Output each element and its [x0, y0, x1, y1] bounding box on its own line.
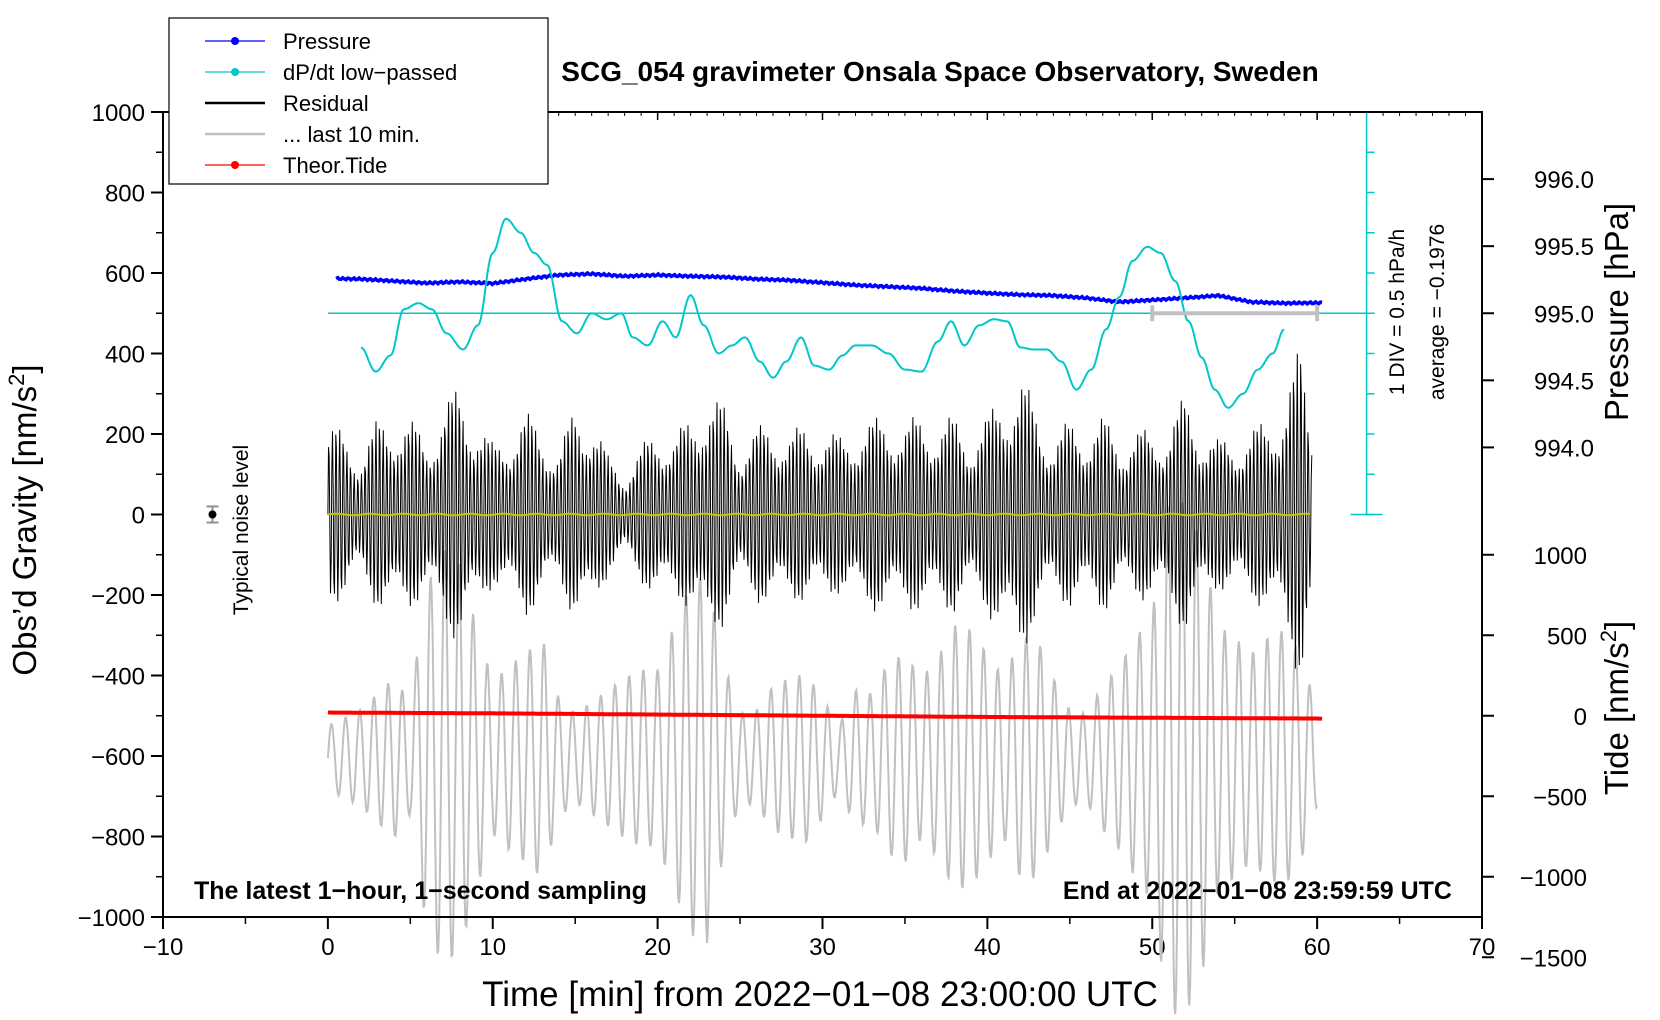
x-axis-label: Time [min] from 2022−01−08 23:00:00 UTC [482, 975, 1158, 1014]
dpdt-average-label: average = −0.1976 [1426, 224, 1449, 400]
legend-label: ... last 10 min. [283, 122, 420, 147]
series-layer [326, 111, 1383, 1015]
legend-label: Pressure [283, 29, 371, 54]
legend-box [168, 17, 549, 185]
tide-tick-label: −1000 [1520, 865, 1587, 892]
tide-tick-label: −500 [1533, 784, 1587, 811]
x-tick-label: 30 [809, 934, 836, 961]
last-10-min-line [326, 501, 1318, 1015]
y-axis-label-pressure: Pressure [hPa] [1598, 203, 1635, 421]
y-tick-label: −600 [91, 744, 145, 771]
dpdt-scale-label: 1 DIV = 0.5 hPa/h [1386, 229, 1409, 395]
y-tick-label: 200 [105, 422, 145, 449]
noise-dot [208, 510, 217, 519]
x-tick-label: 60 [1304, 934, 1331, 961]
legend-swatch-marker [231, 37, 239, 45]
y-tick-label: 800 [105, 181, 145, 208]
sampling-note: The latest 1−hour, 1−second sampling [194, 877, 647, 905]
legend-label: dP/dt low−passed [283, 60, 457, 85]
noise-level-marker [206, 505, 219, 524]
legend: Pressure dP/dt low−passed Residual ... last… [168, 17, 549, 185]
x-tick-label: −10 [143, 934, 184, 961]
noise-level-label: Typical noise level [230, 445, 253, 615]
y-tick-label: 400 [105, 342, 145, 369]
end-time-note: End at 2022−01−08 23:59:59 UTC [1063, 877, 1452, 905]
y-tick-label: −200 [91, 583, 145, 610]
series-line-theortide [327, 710, 1323, 721]
y-tick-label: 600 [105, 261, 145, 288]
y-tick-label: −400 [91, 664, 145, 691]
y-axis-label-tide: Tide [nm/s2] [1596, 621, 1635, 795]
x-tick-label: 10 [479, 934, 506, 961]
y-tick-label: 1000 [92, 100, 145, 127]
x-tick-label: 20 [644, 934, 671, 961]
pressure-tick-label: 995.0 [1534, 301, 1594, 328]
pressure-tick-label: 995.5 [1534, 234, 1594, 261]
residual-line [327, 353, 1313, 669]
residual-smoothed-line [327, 512, 1311, 517]
plot-frame [162, 111, 1483, 918]
y-tick-label: −1000 [78, 905, 145, 932]
y-axis-label-gravity: Obs’d Gravity [nm/s2] [4, 364, 43, 675]
chart-title: SCG_054 gravimeter Onsala Space Observat… [561, 56, 1318, 87]
series-line-pressure [335, 270, 1323, 307]
legend-label: Theor.Tide [283, 153, 387, 178]
y-tick-label: 0 [132, 503, 145, 530]
legend-label: Residual [283, 91, 369, 116]
pressure-tick-label: 994.0 [1534, 435, 1594, 462]
tide-tick-label: −1500 [1520, 945, 1587, 972]
y-tick-label: −800 [91, 825, 145, 852]
x-tick-label: 0 [321, 934, 334, 961]
tick-layer: −10 0 10 20 30 40 50 60 7010008006004002000−200−… [78, 100, 1594, 972]
tide-tick-label: 0 [1574, 704, 1587, 731]
series-line-dpdtlowpassed [360, 217, 1285, 409]
legend-swatch-marker [231, 68, 239, 76]
legend-swatch-marker [231, 161, 239, 169]
tide-tick-label: 1000 [1534, 543, 1587, 570]
legend-items: Pressure dP/dt low−passed Residual ... last… [205, 29, 457, 178]
pressure-tick-label: 996.0 [1534, 167, 1594, 194]
x-tick-label: 40 [974, 934, 1001, 961]
tide-tick-label: 500 [1547, 623, 1587, 650]
pressure-tick-label: 994.5 [1534, 368, 1594, 395]
